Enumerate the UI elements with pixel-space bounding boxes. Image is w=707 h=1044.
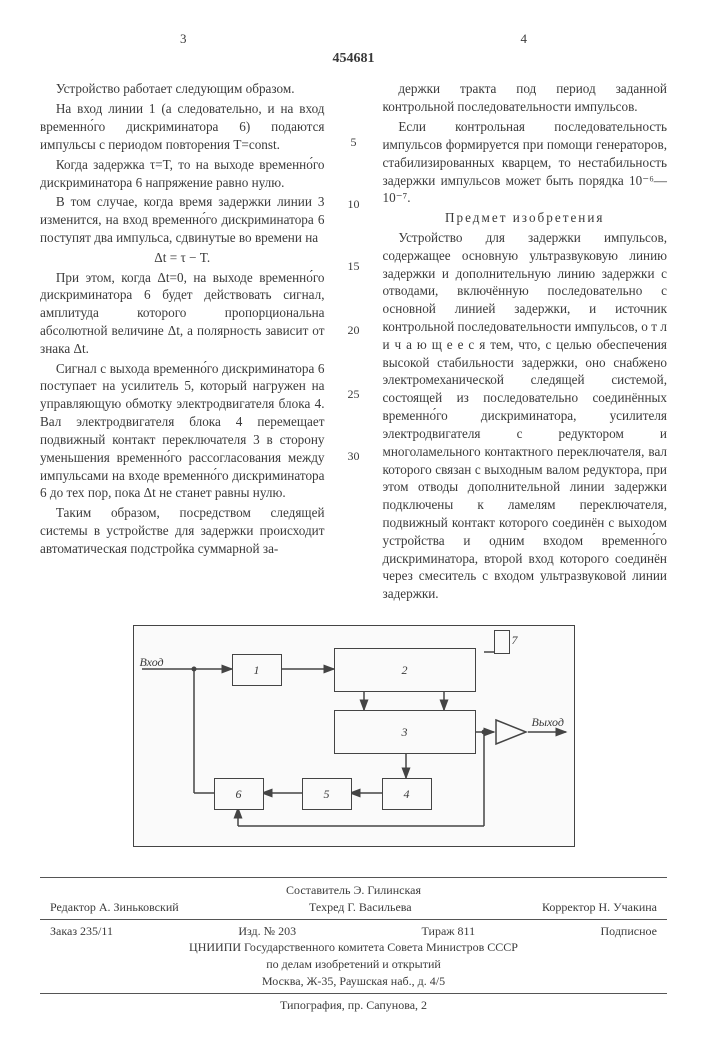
- block-diagram: Вход Выход 1 2 7 3 4 5 6: [133, 625, 575, 847]
- typography: Типография, пр. Сапунова, 2: [40, 997, 667, 1014]
- diagram-input-label: Вход: [140, 654, 164, 670]
- order-mid2: Тираж 811: [421, 923, 475, 940]
- document-number: 454681: [40, 50, 667, 69]
- section-heading: Предмет изобретения: [383, 209, 668, 227]
- imprint-footer: Составитель Э. Гилинская Редактор А. Зин…: [40, 877, 667, 1014]
- right-column: держки тракта под период заданной контро…: [383, 80, 668, 605]
- editor: Редактор А. Зиньковский: [50, 899, 179, 916]
- lineno: 25: [345, 386, 363, 402]
- diagram-box-3: 3: [334, 710, 476, 754]
- corrector: Корректор Н. Учакина: [542, 899, 657, 916]
- left-column: Устройство работает следующим образом. Н…: [40, 80, 325, 605]
- order-mid1: Изд. № 203: [238, 923, 296, 940]
- page-numbers: 3 4: [40, 30, 667, 48]
- lineno: 5: [345, 134, 363, 150]
- para: При этом, когда Δt=0, на выходе временно…: [40, 269, 325, 358]
- compiler-line: Составитель Э. Гилинская: [40, 882, 667, 899]
- para: На вход линии 1 (а следовательно, и на в…: [40, 100, 325, 153]
- page-num-left: 3: [180, 30, 187, 48]
- order-right: Подписное: [601, 923, 658, 940]
- lineno: 10: [345, 196, 363, 212]
- para: Когда задержка τ=T, то на выходе временн…: [40, 156, 325, 192]
- lineno: 20: [345, 322, 363, 338]
- org-line1: ЦНИИПИ Государственного комитета Совета …: [40, 939, 667, 956]
- order-left: Заказ 235/11: [50, 923, 113, 940]
- diagram-label-7: 7: [512, 632, 518, 648]
- two-column-body: Устройство работает следующим образом. Н…: [40, 80, 667, 605]
- diagram-output-label: Выход: [532, 714, 564, 730]
- para: Если контрольная последовательность импу…: [383, 118, 668, 207]
- address: Москва, Ж-35, Раушская наб., д. 4/5: [40, 973, 667, 990]
- claim: Устройство для задержки импульсов, содер…: [383, 229, 668, 603]
- lineno: 30: [345, 448, 363, 464]
- lineno: 15: [345, 258, 363, 274]
- para: Сигнал с выхода временно́го дискриминато…: [40, 360, 325, 503]
- diagram-box-5: 5: [302, 778, 352, 810]
- para: держки тракта под период заданной контро…: [383, 80, 668, 116]
- para: Устройство работает следующим образом.: [40, 80, 325, 98]
- equation: Δt = τ − T.: [40, 249, 325, 267]
- diagram-box-4: 4: [382, 778, 432, 810]
- techred: Техред Г. Васильева: [309, 899, 412, 916]
- diagram-box-1: 1: [232, 654, 282, 686]
- page-num-right: 4: [521, 30, 528, 48]
- line-number-gutter: 5 10 15 20 25 30: [345, 80, 363, 605]
- org-line2: по делам изобретений и открытий: [40, 956, 667, 973]
- para: Таким образом, посредством следящей сист…: [40, 504, 325, 557]
- diagram-box-2: 2: [334, 648, 476, 692]
- diagram-box-6: 6: [214, 778, 264, 810]
- para: В том случае, когда время задержки линии…: [40, 193, 325, 246]
- diagram-box-7: [494, 630, 510, 654]
